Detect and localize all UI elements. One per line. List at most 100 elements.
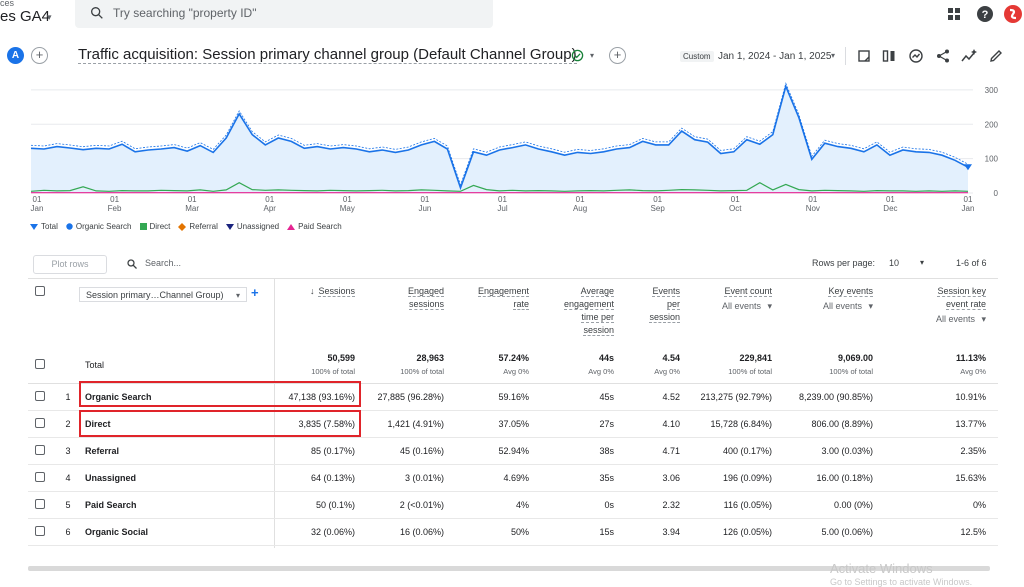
apps-grid-icon[interactable] xyxy=(944,4,964,24)
trend-sparkle-icon[interactable] xyxy=(961,48,977,64)
table-row[interactable]: 5 Paid Search 50 (0.1%) 2 (<0.01%) 4% 0s 2.32 1… xyxy=(28,491,998,519)
total-marker-icon xyxy=(30,223,38,230)
row-checkbox[interactable] xyxy=(35,499,45,509)
report-title[interactable]: Traffic acquisition: Session primary cha… xyxy=(78,46,577,64)
column-header-text: event rate xyxy=(945,299,986,310)
table-row[interactable]: 2 Direct 3,835 (7.58%) 1,421 (4.91%) 37.05% 2… xyxy=(28,410,998,438)
sort-arrow-icon[interactable]: ↓ xyxy=(309,286,315,296)
table-cell: 50% xyxy=(510,527,529,537)
series-line-direct[interactable] xyxy=(30,182,969,192)
table-row[interactable]: 6 Organic Social 32 (0.06%) 16 (0.06%) 50% 15… xyxy=(28,518,998,546)
compare-columns-icon[interactable] xyxy=(881,48,897,64)
channel-name[interactable]: Direct xyxy=(85,419,111,429)
comparison-avatar[interactable]: A xyxy=(7,47,24,64)
highlight-direct xyxy=(79,410,361,437)
check-circle-icon[interactable] xyxy=(571,49,584,62)
column-header[interactable]: Session key event rate All events ▾ xyxy=(896,285,986,326)
add-comparison-button[interactable]: + xyxy=(31,47,48,64)
horizontal-scrollbar[interactable] xyxy=(28,566,990,571)
table-row[interactable]: 4 Unassigned 64 (0.13%) 3 (0.01%) 4.69% 35s 3.… xyxy=(28,464,998,492)
column-header[interactable]: Key events All events ▾ xyxy=(783,285,873,313)
row-index: 2 xyxy=(65,419,71,429)
legend-item-paid-search[interactable]: Paid Search xyxy=(287,222,342,231)
table-row[interactable]: 1 Organic Search 47,138 (93.16%) 27,885 (96… xyxy=(28,383,998,411)
x-tick-label: 01 xyxy=(731,195,740,204)
select-all-checkbox[interactable] xyxy=(35,286,45,296)
property-caret-icon[interactable]: ▾ xyxy=(47,12,52,22)
header-divider xyxy=(845,47,846,65)
channel-name[interactable]: Referral xyxy=(85,446,120,456)
dimension-select[interactable]: Session primary…Channel Group) ▾ xyxy=(79,287,247,302)
rows-per-page-select[interactable]: 10 xyxy=(889,258,900,268)
property-selector[interactable]: es GA4 xyxy=(0,8,51,25)
series-area-organic-search xyxy=(31,86,968,193)
edit-comparison-icon[interactable] xyxy=(856,48,872,64)
row-checkbox[interactable] xyxy=(35,391,45,401)
property-search-input[interactable]: Try searching "property ID" xyxy=(75,0,493,28)
plot-rows-button[interactable]: Plot rows xyxy=(33,255,107,274)
chevron-down-icon: ▾ xyxy=(235,291,240,300)
row-checkbox[interactable] xyxy=(35,526,45,536)
total-value: 9,069.00 xyxy=(837,353,873,363)
column-header-text: sessions xyxy=(408,299,444,310)
row-checkbox[interactable] xyxy=(35,418,45,428)
help-icon[interactable]: ? xyxy=(975,4,995,24)
add-filter-button[interactable]: + xyxy=(609,47,626,64)
chart-legend: Total Organic Search Direct Referral Una… xyxy=(30,222,342,231)
edit-pencil-icon[interactable] xyxy=(988,48,1004,64)
total-subtext: Avg 0% xyxy=(654,367,680,376)
activation-watermark-title: Activate Windows xyxy=(830,561,933,576)
legend-item-referral[interactable]: Referral xyxy=(178,222,218,231)
search-icon xyxy=(127,259,137,269)
row-checkbox[interactable] xyxy=(35,472,45,482)
chevron-down-icon[interactable]: ▾ xyxy=(978,314,986,324)
date-range-picker[interactable]: Jan 1, 2024 - Jan 1, 2025 xyxy=(718,51,832,62)
column-header-text: engagement xyxy=(563,299,614,310)
row-checkbox[interactable] xyxy=(35,445,45,455)
channel-name[interactable]: Unassigned xyxy=(85,473,137,483)
add-dimension-button[interactable]: + xyxy=(251,285,259,300)
legend-item-unassigned[interactable]: Unassigned xyxy=(225,222,279,231)
account-logo-icon[interactable] xyxy=(1003,4,1023,24)
y-tick-label: 200 xyxy=(985,120,998,129)
table-search-input[interactable]: Search... xyxy=(145,258,182,268)
table-cell: 8,239.00 (90.85%) xyxy=(798,392,873,402)
column-header[interactable]: Events per session xyxy=(630,285,680,324)
event-filter-select[interactable]: All events xyxy=(822,301,862,311)
table-cell: 0% xyxy=(972,500,986,510)
legend-item-total[interactable]: Total xyxy=(30,222,58,231)
column-header[interactable]: Engagement rate xyxy=(459,285,529,311)
column-header[interactable]: Event count All events ▾ xyxy=(692,285,772,313)
table-cell: 85 (0.17%) xyxy=(310,446,355,456)
channel-name[interactable]: Organic Search xyxy=(85,392,152,402)
event-filter-select[interactable]: All events xyxy=(721,301,761,311)
title-caret-icon[interactable]: ▾ xyxy=(590,51,595,60)
table-row[interactable]: 3 Referral 85 (0.17%) 45 (0.16%) 52.94% 38s 4.… xyxy=(28,437,998,465)
event-filter-select[interactable]: All events xyxy=(935,314,975,324)
table-cell: 4.52 xyxy=(662,392,680,402)
share-icon[interactable] xyxy=(935,48,951,64)
total-subtext: 100% of total xyxy=(400,367,444,376)
column-header-text: time per xyxy=(581,312,614,323)
chevron-down-icon[interactable]: ▾ xyxy=(865,301,873,311)
insights-icon[interactable] xyxy=(908,48,924,64)
series-line-organic-search[interactable] xyxy=(30,83,969,191)
y-tick-label: 300 xyxy=(985,86,998,95)
legend-item-direct[interactable]: Direct xyxy=(139,222,170,231)
table-cell: 116 (0.05%) xyxy=(723,500,772,510)
legend-label: Organic Search xyxy=(75,222,132,231)
total-row-checkbox[interactable] xyxy=(35,359,45,369)
column-header[interactable]: Engaged sessions xyxy=(364,285,444,311)
legend-item-organic-search[interactable]: Organic Search xyxy=(66,222,132,231)
channel-name[interactable]: Organic Social xyxy=(85,527,149,537)
date-caret-icon[interactable]: ▾ xyxy=(831,51,836,60)
chevron-down-icon[interactable]: ▾ xyxy=(764,301,772,311)
chevron-down-icon[interactable]: ▾ xyxy=(920,258,925,267)
channel-name[interactable]: Paid Search xyxy=(85,500,137,510)
column-header[interactable]: ↓ Sessions xyxy=(275,285,355,298)
row-index: 3 xyxy=(65,446,71,456)
column-header[interactable]: Average engagement time per session xyxy=(544,285,614,337)
x-tick-label: 01 xyxy=(343,195,352,204)
rows-per-page-label: Rows per page: xyxy=(812,258,876,268)
x-tick-label: Jun xyxy=(418,204,431,213)
